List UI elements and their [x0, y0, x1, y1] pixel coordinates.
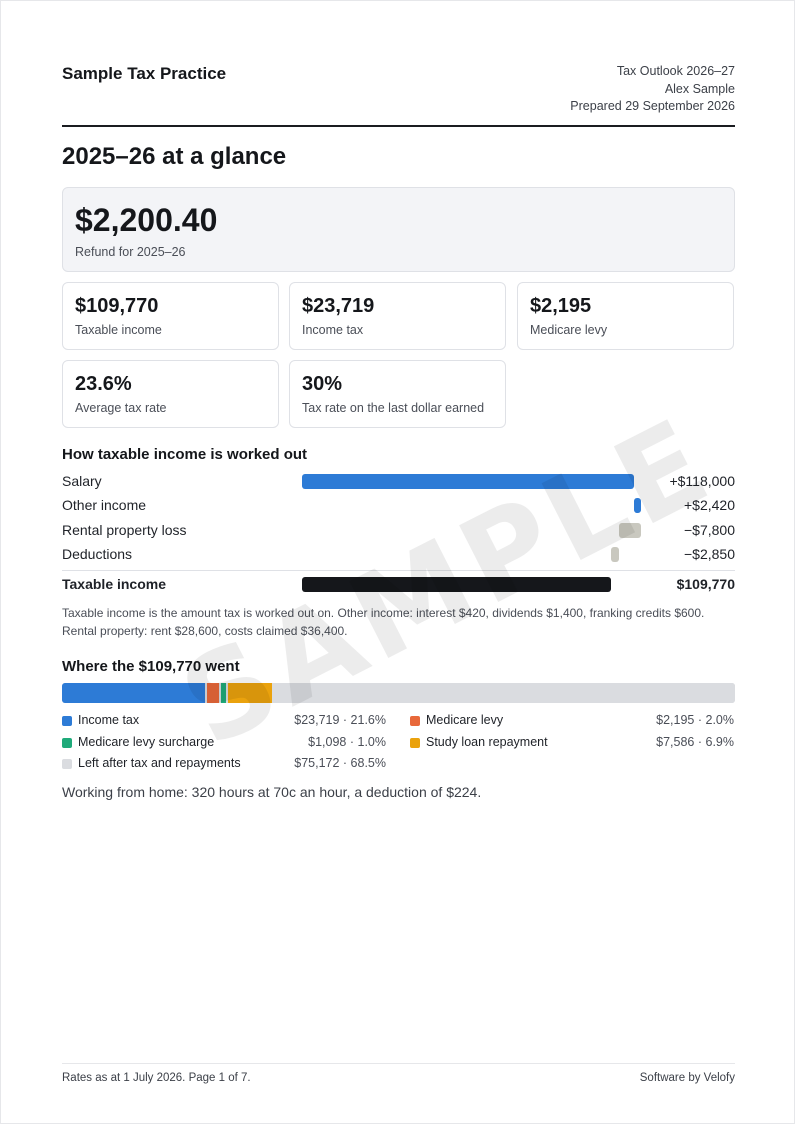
waterfall-bar — [302, 474, 634, 489]
row-label: Rental property loss — [62, 522, 187, 538]
segment-medicare-levy — [207, 683, 219, 703]
card-value: $2,195 — [530, 295, 592, 317]
waterfall-bar — [634, 498, 641, 513]
legend-medicare-surcharge: Medicare levy surcharge $1,098 · 1.0% — [62, 734, 386, 752]
refund-amount: $2,200.40 — [75, 202, 218, 238]
row-label: Deductions — [62, 546, 133, 562]
report-title: Tax Outlook 2026–27 — [616, 64, 735, 78]
waterfall-row-salary: Salary +$118,000 — [62, 471, 735, 491]
report-meta: Tax Outlook 2026–27 Alex Sample Prepared… — [570, 63, 735, 116]
card-value: 23.6% — [75, 373, 132, 395]
page-footer: Rates as at 1 July 2026. Page 1 of 7. So… — [62, 1063, 735, 1084]
segment-income-tax — [62, 683, 206, 703]
legend-swatch — [410, 716, 420, 726]
segment-medicare-surcharge — [220, 683, 226, 703]
legend-value: $2,195 · 2.0% — [656, 713, 734, 727]
legend-swatch — [62, 738, 72, 748]
prepared-date: Prepared 29 September 2026 — [570, 99, 735, 113]
working-from-home-note: Working from home: 320 hours at 70c an h… — [62, 784, 482, 800]
row-amount: +$2,420 — [684, 497, 735, 513]
card-marginal-rate: 30% Tax rate on the last dollar earned — [289, 360, 506, 428]
total-amount: $109,770 — [676, 576, 735, 592]
row-label: Other income — [62, 497, 147, 513]
waterfall-row-total: Taxable income $109,770 — [62, 574, 735, 594]
footer-software-credit: Software by Velofy — [639, 1072, 735, 1084]
waterfall-bar — [610, 547, 619, 562]
card-medicare-levy: $2,195 Medicare levy — [517, 282, 734, 350]
card-value: $109,770 — [75, 295, 159, 317]
legend-value: $7,586 · 6.9% — [656, 735, 734, 749]
segment-left-after-tax — [273, 683, 735, 703]
total-label: Taxable income — [62, 576, 167, 592]
section-title: 2025–26 at a glance — [62, 143, 287, 170]
footer-rates-note: Rates as at 1 July 2026. Page 1 of 7. — [62, 1072, 251, 1084]
waterfall-row-other-income: Other income +$2,420 — [62, 495, 735, 515]
legend-value: $1,098 · 1.0% — [308, 735, 386, 749]
legend-value: $23,719 · 21.6% — [294, 713, 386, 727]
card-label: Tax rate on the last dollar earned — [302, 401, 485, 415]
card-label: Income tax — [302, 323, 364, 337]
legend-label: Medicare levy surcharge — [78, 735, 215, 749]
card-label: Taxable income — [75, 323, 162, 337]
card-label: Medicare levy — [530, 323, 608, 337]
card-average-tax-rate: 23.6% Average tax rate — [62, 360, 279, 428]
client-name: Alex Sample — [664, 81, 735, 96]
legend-income-tax: Income tax $23,719 · 21.6% — [62, 712, 386, 730]
report-header: Sample Tax Practice Tax Outlook 2026–27 … — [62, 59, 735, 127]
waterfall-total-bar — [302, 577, 611, 592]
income-split-bar — [62, 683, 735, 703]
row-label: Salary — [62, 473, 102, 489]
card-value: 30% — [302, 373, 343, 395]
row-amount: +$118,000 — [669, 473, 735, 489]
card-value: $23,719 — [302, 295, 375, 317]
legend-left-after-tax: Left after tax and repayments $75,172 · … — [62, 755, 386, 773]
card-taxable-income: $109,770 Taxable income — [62, 282, 279, 350]
waterfall-title: How taxable income is worked out — [62, 446, 308, 463]
waterfall-row-deductions: Deductions −$2,850 — [62, 544, 735, 564]
card-income-tax: $23,719 Income tax — [289, 282, 506, 350]
legend-swatch — [62, 716, 72, 726]
legend-study-loan: Study loan repayment $7,586 · 6.9% — [410, 734, 734, 752]
legend-swatch — [410, 738, 420, 748]
waterfall-bar — [618, 523, 641, 538]
legend-swatch — [62, 759, 72, 769]
legend-medicare-levy: Medicare levy $2,195 · 2.0% — [410, 712, 734, 730]
legend-label: Left after tax and repayments — [78, 756, 241, 770]
waterfall-divider — [62, 570, 735, 571]
legend-value: $75,172 · 68.5% — [294, 756, 386, 770]
row-amount: −$2,850 — [684, 546, 735, 562]
where-title: Where the $109,770 went — [62, 658, 240, 675]
firm-name: Sample Tax Practice — [62, 64, 227, 83]
waterfall-row-rental-loss: Rental property loss −$7,800 — [62, 520, 735, 540]
refund-label: Refund for 2025–26 — [75, 245, 186, 259]
legend-label: Income tax — [78, 713, 140, 727]
refund-panel: $2,200.40 Refund for 2025–26 — [62, 187, 735, 272]
taxable-income-note: Taxable income is the amount tax is work… — [62, 606, 705, 638]
legend-label: Study loan repayment — [426, 735, 548, 749]
legend-label: Medicare levy — [426, 713, 504, 727]
card-label: Average tax rate — [75, 401, 167, 415]
row-amount: −$7,800 — [684, 522, 735, 538]
segment-study-loan — [227, 683, 272, 703]
